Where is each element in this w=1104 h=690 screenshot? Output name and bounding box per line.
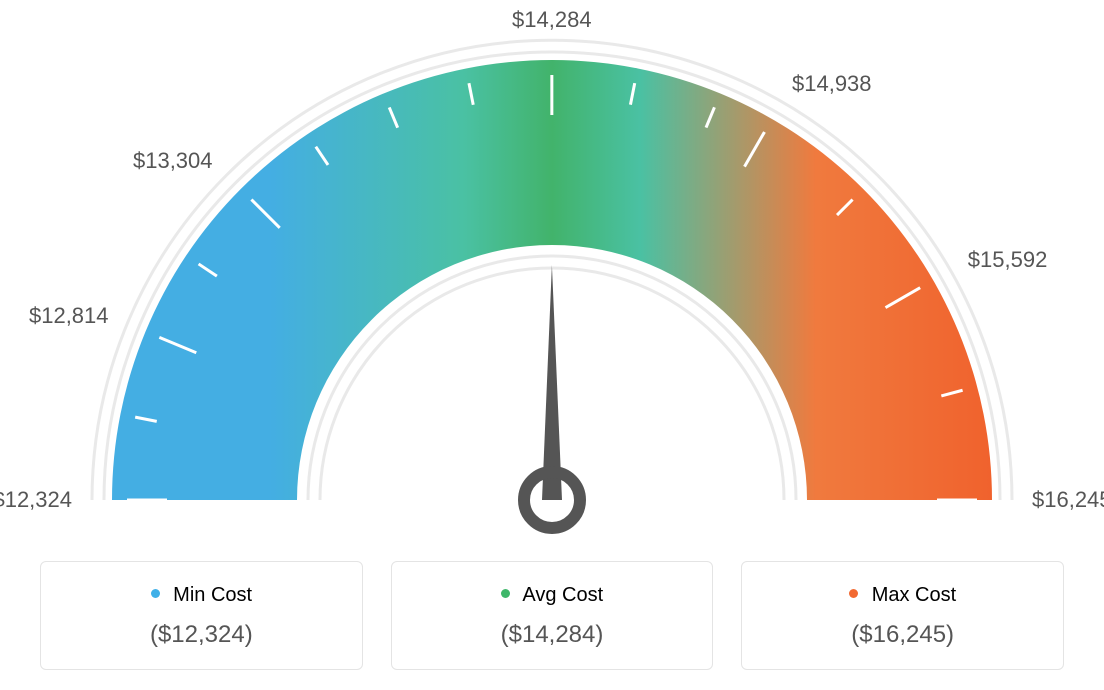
dot-icon bbox=[501, 589, 510, 598]
legend-row: Min Cost ($12,324) Avg Cost ($14,284) Ma… bbox=[40, 561, 1064, 670]
legend-value-min: ($12,324) bbox=[51, 621, 352, 649]
legend-title-max-text: Max Cost bbox=[872, 584, 956, 606]
legend-title-avg-text: Avg Cost bbox=[522, 584, 603, 606]
gauge-chart: $12,324 $12,814 $13,304 $14,284 $14,938 $15,5… bbox=[0, 0, 1104, 560]
gauge-tick-label: $12,814 bbox=[29, 303, 109, 329]
legend-card-avg: Avg Cost ($14,284) bbox=[391, 561, 714, 670]
legend-title-min: Min Cost bbox=[51, 584, 352, 607]
dot-icon bbox=[849, 589, 858, 598]
gauge-tick-label: $12,324 bbox=[0, 487, 72, 513]
gauge-tick-label: $14,938 bbox=[792, 71, 872, 97]
gauge-tick-label: $16,245 bbox=[1032, 487, 1104, 513]
legend-title-max: Max Cost bbox=[752, 584, 1053, 607]
legend-title-avg: Avg Cost bbox=[402, 584, 703, 607]
gauge-tick-label: $14,284 bbox=[512, 7, 592, 33]
gauge-tick-label: $13,304 bbox=[133, 148, 213, 174]
legend-title-min-text: Min Cost bbox=[173, 584, 252, 606]
chart-container: $12,324 $12,814 $13,304 $14,284 $14,938 $15,5… bbox=[0, 0, 1104, 690]
legend-value-max: ($16,245) bbox=[752, 621, 1053, 649]
legend-value-avg: ($14,284) bbox=[402, 621, 703, 649]
dot-icon bbox=[151, 589, 160, 598]
gauge-tick-label: $15,592 bbox=[968, 247, 1048, 273]
legend-card-min: Min Cost ($12,324) bbox=[40, 561, 363, 670]
legend-card-max: Max Cost ($16,245) bbox=[741, 561, 1064, 670]
gauge-svg bbox=[0, 0, 1104, 560]
